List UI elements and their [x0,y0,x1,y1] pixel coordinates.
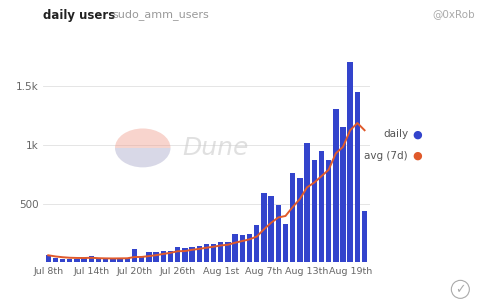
Text: ●: ● [413,151,422,160]
Bar [182,248,188,262]
Bar [218,242,224,262]
Bar [304,143,310,262]
Text: daily: daily [383,129,408,139]
Bar [74,259,80,262]
Bar [283,224,288,262]
Text: avg (7d): avg (7d) [364,151,408,160]
Bar [139,256,144,262]
Bar [261,193,266,262]
Bar [362,211,367,262]
Bar [340,127,346,262]
Bar [225,242,231,262]
Wedge shape [115,128,170,148]
Bar [319,151,324,262]
Bar [247,234,252,262]
Bar [276,205,281,262]
Text: ●: ● [413,129,422,139]
Bar [161,251,166,262]
Bar [67,259,72,262]
Bar [175,247,180,262]
Bar [290,173,295,262]
Bar [132,249,137,262]
Bar [60,259,65,262]
Bar [168,251,173,262]
Text: Dune: Dune [182,136,248,160]
Bar [204,244,209,262]
Bar [46,255,51,262]
Bar [355,92,360,262]
Bar [333,109,338,262]
Bar [103,259,108,262]
Bar [348,62,353,262]
Bar [189,247,195,262]
Bar [312,160,317,262]
Bar [154,252,159,262]
Bar [240,235,245,262]
Bar [326,160,331,262]
Bar [232,234,238,262]
Text: @0xRob: @0xRob [432,9,475,19]
Bar [53,258,58,262]
Bar [110,259,116,262]
Bar [96,258,101,262]
Bar [82,258,87,262]
Text: ✓: ✓ [455,283,466,296]
Wedge shape [115,148,170,167]
Bar [297,178,302,262]
Text: sudo_amm_users: sudo_amm_users [113,9,210,20]
Bar [196,246,202,262]
Bar [118,259,123,262]
Bar [125,258,130,262]
Bar [268,196,274,262]
Bar [211,243,216,262]
Bar [146,252,152,262]
Text: daily users: daily users [43,9,116,22]
Bar [89,257,94,262]
Bar [254,225,259,262]
